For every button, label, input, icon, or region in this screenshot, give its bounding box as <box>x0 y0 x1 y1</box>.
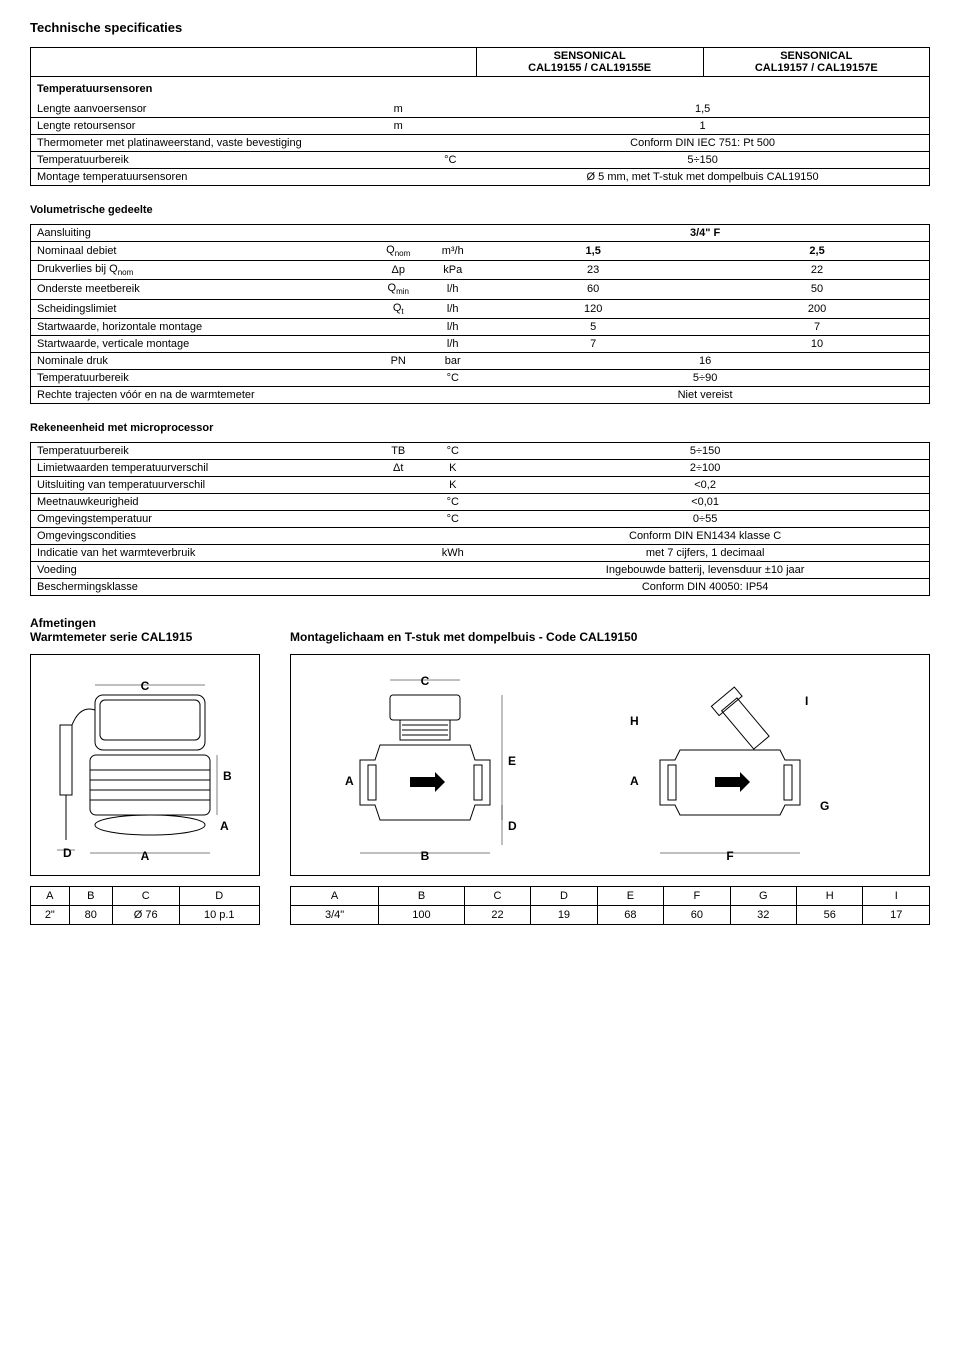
table-row: Aansluiting3/4" F <box>31 225 929 242</box>
table-row: Lengte aanvoersensorm1,5 <box>31 101 929 118</box>
svg-text:I: I <box>805 694 808 708</box>
dims-val: 60 <box>664 905 730 924</box>
dims-col: B <box>379 886 465 905</box>
dims-table-left: ABCD 2"80Ø 7610 p.1 <box>30 886 260 925</box>
dims-col: G <box>730 886 796 905</box>
dims-val: 56 <box>797 905 863 924</box>
svg-text:G: G <box>820 799 829 813</box>
table-row: Startwaarde, verticale montagel/h710 <box>31 335 929 352</box>
dims-val: 10 p.1 <box>179 905 259 924</box>
drawing-left: C B A D A <box>30 654 260 876</box>
table-row: Indicatie van het warmteverbruikkWhmet 7… <box>31 544 929 561</box>
dims-val: 2" <box>31 905 70 924</box>
table-row: Limietwaarden temperatuurverschilΔtK2÷10… <box>31 459 929 476</box>
svg-text:H: H <box>630 714 639 728</box>
svg-text:F: F <box>726 849 733 863</box>
svg-text:C: C <box>141 679 150 693</box>
svg-text:D: D <box>63 846 72 860</box>
dims-col: D <box>531 886 597 905</box>
drawing-right: C B D E A F A H G I <box>290 654 930 876</box>
temp-sensors-heading: Temperatuursensoren <box>31 77 929 98</box>
svg-text:A: A <box>630 774 639 788</box>
svg-text:C: C <box>421 674 430 688</box>
page-title: Technische specificaties <box>30 20 930 35</box>
dims-col: D <box>179 886 259 905</box>
table-row: ScheidingslimietQtl/h120200 <box>31 299 929 318</box>
dims-val: 100 <box>379 905 465 924</box>
table-row: Onderste meetbereikQminl/h6050 <box>31 280 929 299</box>
dims-val: 68 <box>597 905 663 924</box>
table-row: Drukverlies bij QnomΔpkPa2322 <box>31 261 929 280</box>
col-header-1: SENSONICAL CAL19155 / CAL19155E <box>476 48 703 77</box>
dims-table-right: ABCDEFGHI 3/4"10022196860325617 <box>290 886 930 925</box>
dims-val: 19 <box>531 905 597 924</box>
svg-text:A: A <box>220 819 229 833</box>
table-row: TemperatuurbereikTB°C5÷150 <box>31 443 929 460</box>
dims-val: Ø 76 <box>112 905 179 924</box>
dims-col: C <box>112 886 179 905</box>
table-row: Omgevingstemperatuur°C0÷55 <box>31 510 929 527</box>
calc-unit-heading: Rekeneenheid met microprocessor <box>30 422 930 434</box>
table-row: BeschermingsklasseConform DIN 40050: IP5… <box>31 578 929 595</box>
svg-text:D: D <box>508 819 517 833</box>
table-row: Startwaarde, horizontale montagel/h57 <box>31 318 929 335</box>
dims-val: 22 <box>464 905 530 924</box>
table-row: Montage temperatuursensorenØ 5 mm, met T… <box>31 169 929 186</box>
dims-col: A <box>31 886 70 905</box>
table-row: Uitsluiting van temperatuurverschilK<0,2 <box>31 476 929 493</box>
dims-val: 80 <box>69 905 112 924</box>
dims-val: 32 <box>730 905 796 924</box>
dims-left-title2: Warmtemeter serie CAL1915 <box>30 630 260 644</box>
svg-text:B: B <box>421 849 430 863</box>
dims-col: H <box>797 886 863 905</box>
dims-val: 3/4" <box>291 905 379 924</box>
dims-col: B <box>69 886 112 905</box>
svg-text:A: A <box>141 849 150 863</box>
svg-text:A: A <box>345 774 354 788</box>
dims-col: E <box>597 886 663 905</box>
dims-col: A <box>291 886 379 905</box>
dims-val: 17 <box>863 905 930 924</box>
col-header-2: SENSONICAL CAL19157 / CAL19157E <box>703 48 929 77</box>
table-row: Lengte retoursensorm1 <box>31 118 929 135</box>
table-row: Temperatuurbereik°C5÷90 <box>31 369 929 386</box>
dims-col: F <box>664 886 730 905</box>
table-row: Nominale drukPNbar16 <box>31 352 929 369</box>
header-spec-box: SENSONICAL CAL19155 / CAL19155E SENSONIC… <box>30 47 930 186</box>
dims-col: C <box>464 886 530 905</box>
volumetric-box: Aansluiting3/4" FNominaal debietQnomm³/h… <box>30 224 930 404</box>
dims-left-title1: Afmetingen <box>30 616 260 630</box>
svg-text:E: E <box>508 754 516 768</box>
dimensions-section: Afmetingen Warmtemeter serie CAL1915 <box>30 616 930 925</box>
table-row: Thermometer met platinaweerstand, vaste … <box>31 135 929 152</box>
volumetric-heading: Volumetrische gedeelte <box>30 204 930 216</box>
table-row: OmgevingsconditiesConform DIN EN1434 kla… <box>31 527 929 544</box>
table-row: Nominaal debietQnomm³/h1,52,5 <box>31 242 929 261</box>
svg-text:B: B <box>223 769 232 783</box>
dims-col: I <box>863 886 930 905</box>
table-row: VoedingIngebouwde batterij, levensduur ±… <box>31 561 929 578</box>
table-row: Rechte trajecten vóór en na de warmtemet… <box>31 386 929 403</box>
calc-unit-box: TemperatuurbereikTB°C5÷150Limietwaarden … <box>30 442 930 596</box>
dims-right-title: Montagelichaam en T-stuk met dompelbuis … <box>290 616 930 644</box>
table-row: Temperatuurbereik°C5÷150 <box>31 152 929 169</box>
table-row: Meetnauwkeurigheid°C<0,01 <box>31 493 929 510</box>
